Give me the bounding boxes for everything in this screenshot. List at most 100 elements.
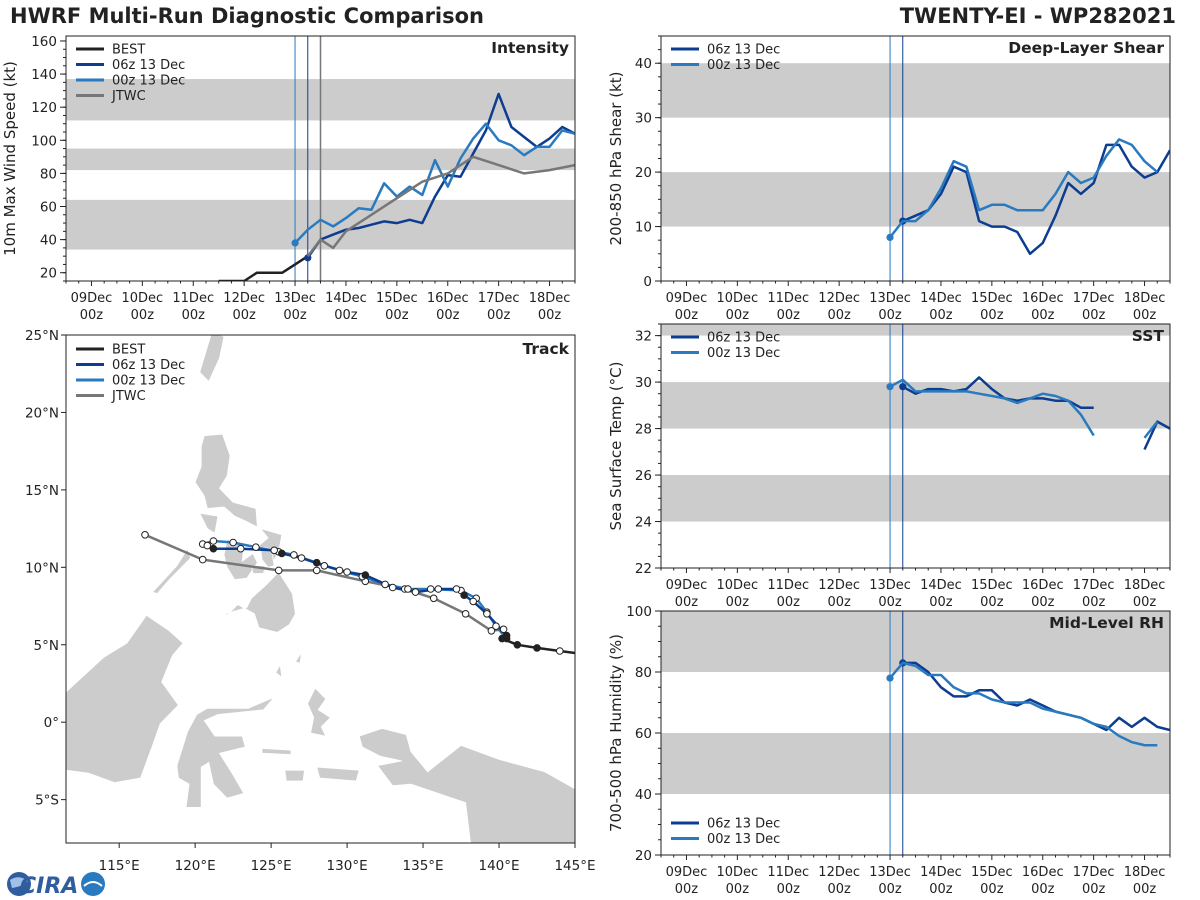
legend-label-run06: 06z 13 Dec [112, 58, 185, 73]
shear-ytick-label: 30 [635, 111, 652, 127]
rh-xtick-day: 09Dec [666, 865, 708, 880]
sst-series-run00 [889, 378, 1159, 439]
shear-xtick-hour: 00z [675, 308, 699, 323]
intensity-panel: 20 40 60 80 100 120 140 160 09Dec 00z 10Dec 00z 11De… [1, 34, 576, 323]
shear-xtick-hour: 00z [777, 308, 801, 323]
land-borneo [66, 614, 184, 784]
sst-panel: 22 24 26 28 30 32 09Dec 00z 10Dec 00z 11Dec 00z 12De… [607, 323, 1171, 610]
track-xtick-label: 125°E [251, 858, 292, 874]
intensity-xtick-hour: 00z [182, 308, 206, 323]
intensity-ytick-label: 160 [31, 34, 57, 50]
shear-xtick-day: 09Dec [666, 291, 708, 306]
rh-ytick-label: 60 [635, 726, 652, 742]
intensity-series-best [218, 255, 309, 281]
rh-shade-band [661, 733, 1170, 794]
track-point-run06 [203, 541, 212, 550]
rh-xtick-hour: 00z [1031, 882, 1055, 897]
sst-xtick-hour: 00z [1133, 595, 1157, 610]
rh-xtick-day: 17Dec [1073, 865, 1115, 880]
rh-ytick-label: 40 [635, 787, 652, 803]
legend-label-run06: 06z 13 Dec [707, 43, 780, 58]
legend-label-run00: 00z 13 Dec [112, 74, 185, 89]
intensity-xtick-day: 18Dec [529, 291, 571, 306]
rh-xtick-hour: 00z [777, 882, 801, 897]
shear-xtick-day: 18Dec [1124, 291, 1166, 306]
track-point-jtwc [274, 566, 283, 575]
intensity-panel-title: Intensity [491, 39, 569, 57]
intensity-ylabel: 10m Max Wind Speed (kt) [1, 61, 19, 256]
sst-init-point-run06 [899, 383, 907, 391]
intensity-xtick-hour: 00z [385, 308, 409, 323]
track-point-run06 [236, 544, 245, 553]
track-point-run00 [381, 580, 389, 589]
shear-xtick-hour: 00z [1082, 308, 1106, 323]
sst-ytick-label: 30 [635, 375, 652, 391]
rh-xtick-day: 13Dec [869, 865, 911, 880]
sst-xtick-day: 16Dec [1022, 578, 1064, 593]
sst-xtick-hour: 00z [675, 595, 699, 610]
shear-panel-title: Deep-Layer Shear [1008, 39, 1164, 57]
intensity-xtick-day: 17Dec [478, 291, 520, 306]
track-point-run06 [434, 585, 443, 593]
intensity-ytick-label: 100 [31, 133, 57, 149]
rh-xtick-day: 16Dec [1022, 865, 1064, 880]
track-point-run06 [388, 583, 397, 592]
sst-xtick-hour: 00z [1082, 595, 1106, 610]
intensity-series-jtwc [306, 155, 575, 257]
track-point-run06 [452, 585, 461, 593]
shear-shade-band [661, 63, 1170, 118]
sst-xtick-day: 11Dec [767, 578, 809, 593]
intensity-xtick-day: 15Dec [376, 291, 418, 306]
track-point-best [498, 634, 506, 643]
land-buru [284, 769, 305, 782]
track-point-run00 [492, 622, 500, 631]
legend-label-best: BEST [112, 43, 145, 58]
sst-xtick-day: 17Dec [1073, 578, 1115, 593]
rh-xtick-hour: 00z [1082, 882, 1106, 897]
intensity-init-point-run00 [291, 239, 299, 247]
sst-ytick-label: 24 [635, 515, 652, 531]
sst-xtick-day: 14Dec [920, 578, 962, 593]
shear-series-run00 [889, 138, 1159, 239]
track-panel-title: Track [523, 340, 570, 358]
land-palawan [151, 547, 192, 595]
intensity-xtick-day: 09Dec [71, 291, 113, 306]
intensity-xtick-day: 13Dec [274, 291, 316, 306]
sst-xtick-hour: 00z [726, 595, 750, 610]
track-point-run06 [483, 610, 491, 618]
track-point-run06 [297, 554, 306, 562]
track-point-best [556, 647, 564, 655]
track-xtick-label: 140°E [478, 858, 519, 874]
rh-panel-title: Mid-Level RH [1049, 614, 1164, 632]
track-point-run00 [252, 543, 260, 552]
shear-xtick-hour: 00z [726, 308, 750, 323]
shear-ytick-label: 0 [643, 274, 652, 290]
track-point-run00 [404, 585, 412, 593]
land-group [66, 335, 575, 843]
intensity-xtick-day: 16Dec [427, 291, 469, 306]
track-point-run06 [320, 562, 329, 570]
shear-xtick-hour: 00z [980, 308, 1004, 323]
shear-xtick-day: 12Dec [818, 291, 860, 306]
sst-xtick-day: 18Dec [1124, 578, 1166, 593]
track-point-run06 [469, 597, 478, 606]
rh-init-point-run00 [886, 674, 894, 682]
track-point-run00 [312, 558, 321, 567]
land-mindanao [224, 571, 296, 633]
land-luzon [194, 433, 258, 528]
shear-xtick-day: 13Dec [869, 291, 911, 306]
intensity-series-run00 [294, 122, 575, 244]
track-panel: 115°E 120°E 125°E 130°E 135°E 140°E 145°E 5°S 0°… [25, 328, 596, 874]
legend-label-run06: 06z 13 Dec [707, 331, 780, 346]
intensity-ytick-label: 140 [31, 67, 57, 83]
sst-xtick-hour: 00z [1031, 595, 1055, 610]
shear-xtick-hour: 00z [827, 308, 851, 323]
rh-xtick-hour: 00z [929, 882, 953, 897]
figure-title: HWRF Multi-Run Diagnostic Comparison [10, 4, 485, 28]
intensity-series-group [218, 92, 575, 281]
shear-ylabel: 200-850 hPa Shear (kt) [607, 72, 625, 246]
rh-ytick-label: 80 [635, 665, 652, 681]
sst-xtick-hour: 00z [827, 595, 851, 610]
storm-name: TWENTY-EI - WP282021 [899, 4, 1176, 28]
